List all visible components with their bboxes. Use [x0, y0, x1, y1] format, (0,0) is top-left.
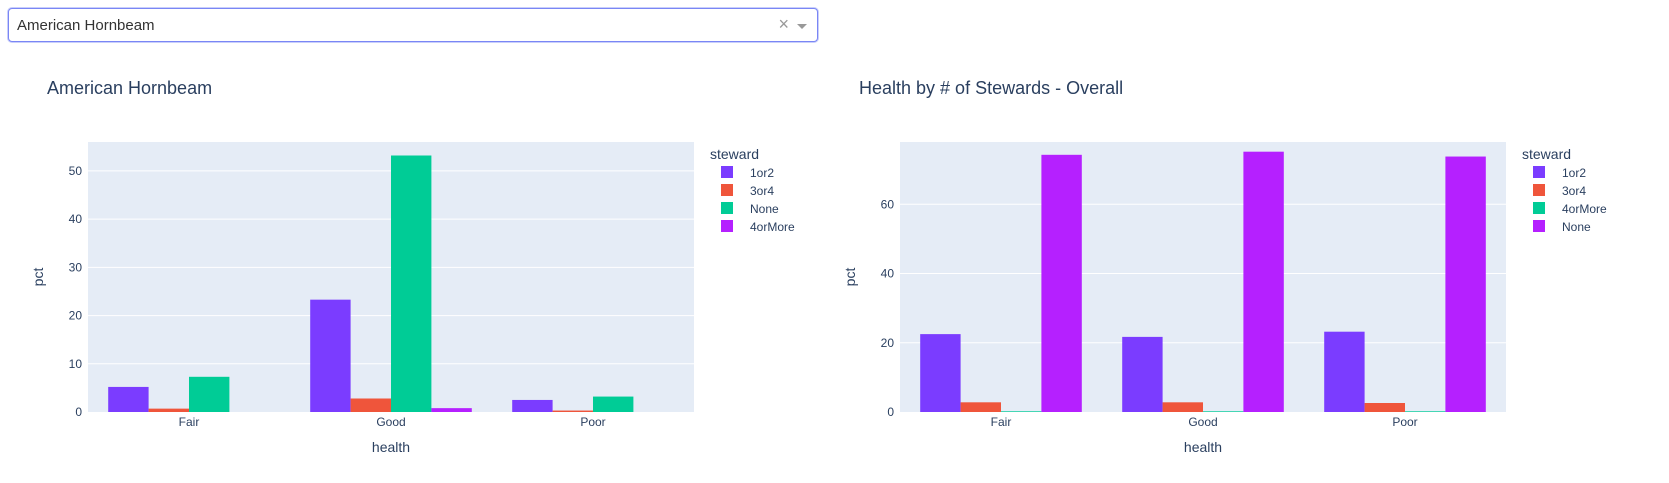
- legend-swatch-4orMore: [721, 220, 733, 232]
- y-tick-label: 0: [75, 405, 82, 419]
- y-tick-label: 40: [881, 267, 895, 281]
- bar-3or4-Good: [1162, 402, 1203, 412]
- bar-1or2-Fair: [108, 386, 149, 412]
- bar-3or4-Poor: [1364, 403, 1405, 412]
- bar-4orMore-Good: [1203, 411, 1244, 412]
- y-tick-label: 50: [69, 164, 83, 178]
- legend-label-4orMore: 4orMore: [750, 220, 795, 234]
- y-tick-label: 20: [69, 309, 83, 323]
- legend-swatch-1or2: [721, 166, 733, 178]
- x-tick-label: Fair: [991, 415, 1012, 429]
- y-tick-label: 0: [887, 405, 894, 419]
- bar-3or4-Fair: [960, 402, 1001, 412]
- legend-swatch-3or4: [721, 184, 733, 196]
- legend-label-1or2: 1or2: [1562, 166, 1586, 180]
- bar-3or4-Fair: [148, 408, 189, 412]
- bar-1or2-Good: [1122, 336, 1163, 412]
- x-tick-label: Good: [376, 415, 405, 429]
- y-axis-label: pct: [30, 268, 46, 287]
- bar-1or2-Fair: [920, 334, 961, 412]
- plot-area: [900, 142, 1506, 412]
- bar-4orMore-Good: [431, 408, 472, 412]
- tree-species-dropdown[interactable]: American Hornbeam ×: [8, 8, 818, 42]
- y-axis-label: pct: [842, 268, 858, 287]
- bar-4orMore-Fair: [1001, 411, 1042, 412]
- chart-title: American Hornbeam: [47, 78, 212, 98]
- x-tick-label: Poor: [1392, 415, 1417, 429]
- overall-health-chart: Health by # of Stewards - Overall 0 20 40 60…: [842, 78, 1607, 455]
- legend-swatch-None: [721, 202, 733, 214]
- bar-3or4-Good: [350, 398, 391, 412]
- legend-label-None: None: [750, 202, 779, 216]
- y-tick-label: 60: [881, 197, 895, 211]
- bar-None-Good: [391, 155, 432, 412]
- x-axis-label: health: [372, 439, 410, 455]
- legend-swatch-1or2: [1533, 166, 1545, 178]
- legend-label-4orMore: 4orMore: [1562, 202, 1607, 216]
- y-tick-label: 30: [69, 260, 83, 274]
- bar-None-Poor: [1445, 156, 1486, 412]
- bar-1or2-Poor: [1324, 331, 1365, 412]
- legend-title: steward: [710, 146, 759, 162]
- clear-icon[interactable]: ×: [778, 14, 789, 34]
- species-health-chart: American Hornbeam 0 10 20 30 40 50 Fair Good Poor…: [30, 78, 795, 455]
- legend-label-3or4: 3or4: [750, 184, 774, 198]
- bar-None-Poor: [593, 396, 634, 412]
- chevron-down-icon[interactable]: [797, 24, 807, 29]
- bar-None-Good: [1243, 151, 1284, 412]
- dropdown-selected-value: American Hornbeam: [17, 17, 155, 34]
- x-tick-label: Good: [1188, 415, 1217, 429]
- chart-title: Health by # of Stewards - Overall: [859, 78, 1123, 98]
- legend-label-None: None: [1562, 220, 1591, 234]
- x-axis-label: health: [1184, 439, 1222, 455]
- bar-1or2-Good: [310, 299, 351, 412]
- bar-1or2-Poor: [512, 399, 553, 412]
- y-tick-label: 40: [69, 212, 83, 226]
- y-tick-label: 10: [69, 357, 83, 371]
- x-tick-label: Poor: [580, 415, 605, 429]
- x-tick-label: Fair: [179, 415, 200, 429]
- legend-swatch-3or4: [1533, 184, 1545, 196]
- legend-label-1or2: 1or2: [750, 166, 774, 180]
- legend-swatch-None: [1533, 220, 1545, 232]
- y-tick-label: 20: [881, 336, 895, 350]
- bar-None-Fair: [189, 376, 230, 412]
- legend-label-3or4: 3or4: [1562, 184, 1586, 198]
- legend-title: steward: [1522, 146, 1571, 162]
- legend-swatch-4orMore: [1533, 202, 1545, 214]
- bar-None-Fair: [1041, 154, 1082, 413]
- bar-4orMore-Poor: [1405, 411, 1446, 412]
- bar-3or4-Poor: [552, 410, 593, 412]
